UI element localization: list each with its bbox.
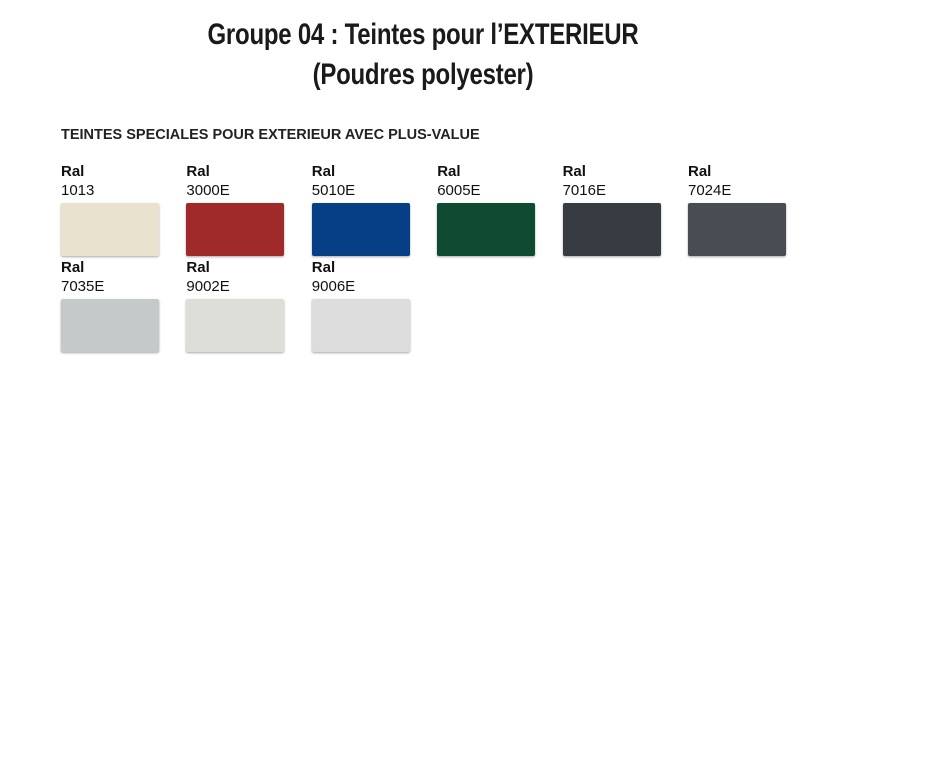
swatch-code: 6005E: [437, 182, 481, 199]
color-chip: [61, 203, 159, 256]
swatch-label: Ral: [311, 163, 336, 180]
swatch-label: Ral: [186, 259, 210, 276]
swatch: Ral 9002E: [186, 259, 286, 352]
color-chip: [61, 299, 159, 352]
swatch-label: Ral: [688, 163, 712, 180]
swatch-code: 9002E: [186, 278, 230, 295]
color-chip: [311, 299, 410, 352]
swatch: Ral 3000E: [186, 163, 286, 256]
swatch: Ral 7035E: [61, 259, 161, 352]
swatch-label: Ral: [61, 259, 85, 276]
swatch: Ral 6005E: [437, 163, 537, 256]
swatch-code: 3000E: [186, 182, 230, 199]
swatch-code: 9006E: [311, 278, 356, 295]
swatch-code: 7024E: [688, 182, 732, 199]
color-chip: [688, 203, 786, 256]
swatch: Ral 1013: [61, 163, 161, 256]
swatch: Ral 7024E: [688, 163, 788, 256]
color-chip: [186, 299, 285, 352]
swatch-label: Ral: [437, 163, 461, 180]
swatch-code: 5010E: [311, 182, 356, 199]
swatch-label: Ral: [311, 259, 336, 276]
swatch-label: Ral: [186, 163, 210, 180]
color-chip: [186, 203, 285, 256]
swatch: Ral 7016E: [562, 163, 663, 256]
swatch: Ral 5010E: [311, 163, 412, 256]
title-line: (Poudres polyester): [312, 58, 534, 91]
swatch-label: Ral: [562, 163, 586, 180]
color-chip: [437, 203, 536, 256]
swatch-code: 7016E: [562, 182, 606, 199]
swatch: Ral 9006E: [311, 259, 412, 352]
swatch-code: 1013: [61, 182, 95, 199]
title-line: Groupe 04 : Teintes pour l’EXTERIEUR: [207, 18, 639, 51]
swatch-label: Ral: [61, 163, 85, 180]
color-chip: [562, 203, 661, 256]
swatch-code: 7035E: [61, 278, 105, 295]
section-heading: TEINTES SPECIALES POUR EXTERIEUR AVEC PL…: [61, 127, 480, 143]
color-chip: [311, 203, 410, 256]
